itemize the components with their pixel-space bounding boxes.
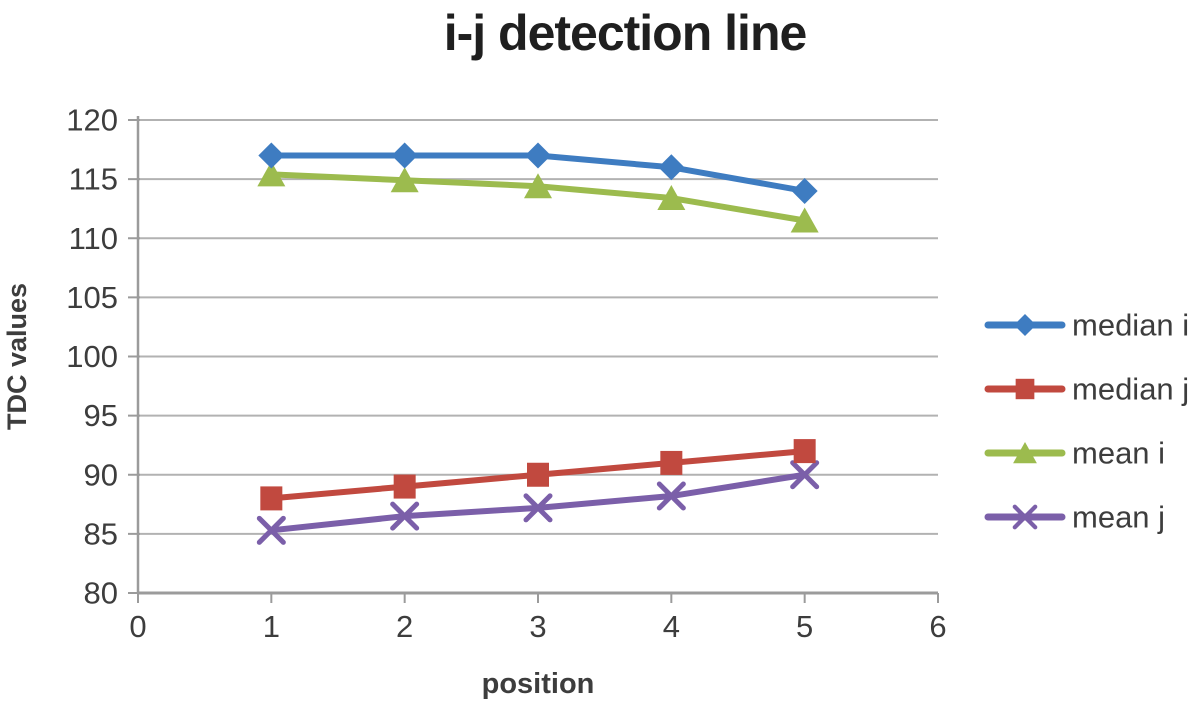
x-tick-label: 5 [796, 609, 813, 644]
legend-item: median i [984, 308, 1189, 343]
x-tick-label: 4 [663, 609, 680, 644]
square-marker [260, 486, 283, 511]
triangle-marker [524, 173, 552, 199]
series-median-i [258, 142, 818, 204]
y-axis-title: TDC values [2, 283, 32, 430]
x-marker [523, 493, 553, 523]
diamond-marker [525, 142, 551, 169]
y-tick-label: 105 [66, 280, 118, 315]
x-tick-label: 2 [396, 609, 413, 644]
square-marker [1015, 378, 1035, 400]
x-marker [1012, 504, 1038, 530]
x-marker [390, 501, 420, 531]
chart-title: i-j detection line [443, 5, 808, 61]
x-axis-title: position [482, 668, 595, 700]
x-tick-label: 0 [129, 609, 146, 644]
legend-item: median j [984, 372, 1189, 407]
x-tick-label: 1 [263, 609, 280, 644]
x-tick-label: 6 [929, 609, 946, 644]
series-median-j [260, 439, 816, 511]
legend-label: median i [1072, 308, 1189, 343]
square-marker [527, 462, 549, 487]
square-marker [660, 450, 683, 475]
y-tick-label: 110 [69, 221, 118, 256]
y-tick-label: 95 [84, 398, 118, 433]
diamond-marker [658, 154, 685, 181]
y-tick-label: 100 [66, 339, 118, 374]
legend-item: mean i [984, 436, 1165, 471]
series-mean-i [257, 161, 819, 233]
diamond-marker [1013, 313, 1037, 337]
legend-item: mean j [984, 500, 1165, 535]
triangle-marker [390, 167, 419, 193]
y-tick-label: 120 [66, 103, 118, 138]
square-marker [793, 439, 816, 464]
y-tick-label: 80 [84, 576, 118, 611]
diamond-marker [391, 142, 418, 169]
triangle-marker [257, 161, 286, 187]
legend-label: mean i [1072, 436, 1165, 471]
diamond-marker [791, 177, 818, 204]
legend-label: mean j [1072, 500, 1165, 535]
diamond-marker [258, 142, 285, 169]
y-tick-label: 85 [84, 516, 118, 551]
series-mean-j [256, 460, 820, 545]
triangle-marker [1013, 441, 1037, 464]
y-tick-label: 90 [84, 457, 118, 492]
x-marker [790, 460, 820, 490]
x-tick-label: 3 [529, 609, 546, 644]
triangle-marker [657, 185, 686, 211]
square-marker [393, 474, 416, 499]
y-tick-label: 115 [69, 162, 118, 197]
x-marker [256, 515, 286, 545]
legend-label: median j [1072, 372, 1189, 407]
triangle-marker [790, 207, 819, 233]
x-marker [656, 481, 686, 511]
